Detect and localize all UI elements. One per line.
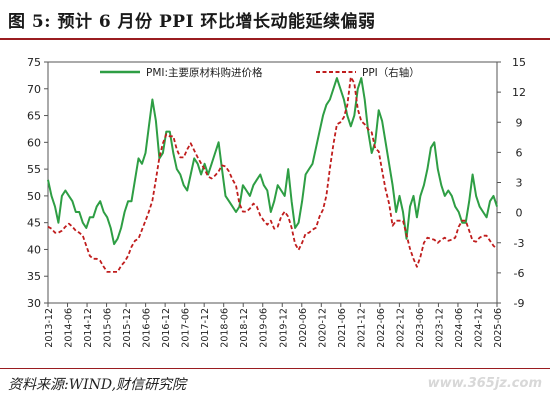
x-tick-label: 2022-06	[376, 308, 387, 348]
right-tick-label: 6	[516, 146, 523, 159]
title-bar: 图 5: 预计 6 月份 PPI 环比增长动能延续偏弱	[0, 0, 550, 40]
x-tick-label: 2015-12	[122, 308, 133, 348]
x-tick-label: 2018-06	[220, 308, 231, 348]
left-tick-label: 65	[27, 110, 41, 123]
left-tick-label: 50	[27, 190, 41, 203]
ppi-series-line	[47, 76, 498, 273]
right-tick-label: -6	[514, 267, 525, 280]
right-tick-label: 12	[512, 86, 526, 99]
x-tick-label: 2021-12	[356, 308, 367, 348]
source-note: 资料来源:WIND,财信研究院	[8, 377, 187, 393]
x-tick-label: 2025-06	[493, 308, 504, 348]
x-tick-label: 2022-12	[395, 308, 406, 348]
right-tick-label: 9	[516, 116, 523, 129]
right-tick-label: -9	[514, 297, 525, 310]
x-tick-label: 2018-12	[239, 308, 250, 348]
left-tick-label: 40	[27, 243, 41, 256]
x-tick-label: 2017-12	[200, 308, 211, 348]
left-tick-label: 45	[27, 217, 41, 230]
left-tick-label: 55	[27, 163, 41, 176]
x-tick-label: 2020-12	[317, 308, 328, 348]
x-tick-label: 2019-06	[259, 308, 270, 348]
figure-title: 图 5: 预计 6 月份 PPI 环比增长动能延续偏弱	[8, 12, 376, 32]
x-tick-label: 2024-12	[473, 308, 484, 348]
x-tick-label: 2014-06	[64, 308, 75, 348]
line-chart: 30 35 40 45 50 55 60 65 70 75 -9 -6 -3 0 3 6 9 12 15 2013-1…	[27, 56, 526, 348]
watermark-logo: www.365jz.com	[427, 376, 542, 391]
left-tick-label: 75	[27, 56, 41, 69]
footer-rule	[0, 368, 550, 369]
legend-label-pmi: PMI:主要原材料购进价格	[146, 66, 263, 79]
x-tick-label: 2020-06	[298, 308, 309, 348]
left-tick-label: 70	[27, 83, 41, 96]
x-tick-label: 2019-12	[278, 308, 289, 348]
x-tick-label: 2016-06	[142, 308, 153, 348]
x-tick-label: 2024-06	[454, 308, 465, 348]
left-tick-label: 30	[27, 297, 41, 310]
x-tick-label: 2023-06	[415, 308, 426, 348]
right-tick-label: -3	[514, 237, 525, 250]
x-tick-label: 2013-12	[44, 308, 55, 348]
left-tick-label: 60	[27, 136, 41, 149]
legend-label-ppi: PPI（右轴）	[362, 66, 420, 79]
x-tick-label: 2017-06	[181, 308, 192, 348]
right-tick-label: 0	[516, 207, 523, 220]
x-tick-label: 2015-06	[103, 308, 114, 348]
plot-frame	[47, 61, 498, 304]
x-tick-label: 2021-06	[337, 308, 348, 348]
x-tick-label: 2016-12	[161, 308, 172, 348]
right-tick-label: 15	[512, 56, 526, 69]
x-tick-label: 2023-12	[434, 308, 445, 348]
left-tick-label: 35	[27, 270, 41, 283]
right-tick-label: 3	[516, 177, 523, 190]
pmi-series-line	[47, 77, 498, 246]
x-tick-label: 2014-12	[83, 308, 94, 348]
